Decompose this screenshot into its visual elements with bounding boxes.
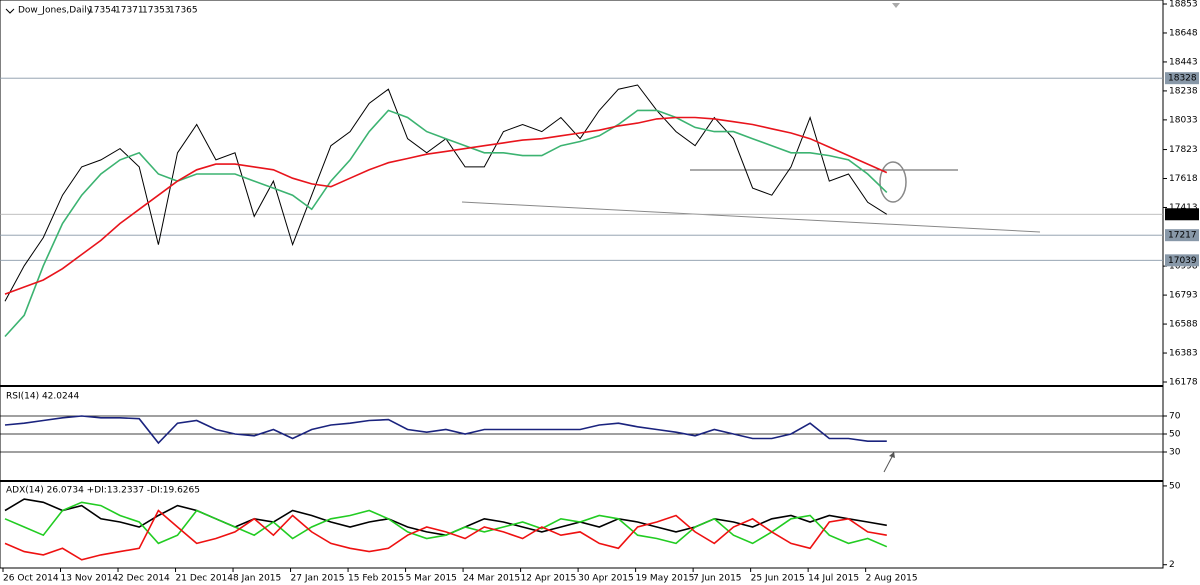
series-line: [4, 109, 888, 338]
low: 17353: [142, 6, 171, 16]
open: 17354: [88, 6, 117, 16]
x-tick-label: 14 Jul 2015: [808, 574, 859, 584]
y-tick-label: 17823: [1169, 145, 1198, 155]
y-tick-label: 16998: [1169, 262, 1198, 272]
level-label: 17039: [1168, 256, 1197, 266]
x-tick-label: 27 Jan 2015: [291, 574, 345, 584]
y-tick-label: 50: [1169, 430, 1181, 440]
y-tick-label: 70: [1169, 412, 1181, 422]
x-tick-label: 30 Apr 2015: [578, 574, 634, 584]
level-label: 18328: [1168, 74, 1197, 84]
x-tick-label: 5 Mar 2015: [406, 574, 457, 584]
level-box: [1165, 72, 1199, 85]
y-tick-label: 50: [1169, 481, 1181, 491]
high: 17371: [115, 6, 144, 16]
y-tick-label: 16588: [1169, 320, 1198, 330]
adx-title: ADX(14) 26.0734 +DI:13.2337 -DI:19.6265: [6, 486, 200, 496]
x-tick-label: 2 Dec 2014: [118, 574, 170, 584]
x-tick-label: 15 Feb 2015: [348, 574, 404, 584]
y-tick-label: 17413: [1169, 203, 1198, 213]
y-tick-label: 17618: [1169, 174, 1198, 184]
y-tick-label: 18033: [1169, 115, 1198, 125]
x-tick-label: 12 Apr 2015: [521, 574, 577, 584]
y-tick-label: 16178: [1169, 378, 1198, 388]
plot-frame: [0, 0, 1164, 569]
level-box: [1165, 229, 1199, 242]
x-tick-label: 2 Aug 2015: [866, 574, 918, 584]
level-label: 17217: [1168, 231, 1197, 241]
x-tick-label: 25 Jun 2015: [751, 574, 805, 584]
last-price-label: 17365: [1168, 210, 1197, 220]
x-tick-label: 21 Dec 2014: [176, 574, 234, 584]
close: 17365: [169, 6, 198, 16]
series-line: [4, 509, 887, 561]
series-line: [4, 501, 888, 548]
y-tick-label: 18443: [1169, 57, 1198, 67]
x-tick-label: 24 Mar 2015: [463, 574, 520, 584]
y-tick-label: 18238: [1169, 86, 1198, 96]
chart-icon: [5, 8, 15, 14]
x-tick-label: 8 Jan 2015: [233, 574, 281, 584]
symbol: Dow_Jones,Daily: [18, 6, 93, 16]
x-tick-label: 13 Nov 2014: [61, 574, 119, 584]
series-line: [4, 116, 888, 295]
x-tick-label: 19 May 2015: [636, 574, 695, 584]
y-tick-label: 18648: [1169, 28, 1198, 38]
x-tick-label: 26 Oct 2014: [3, 574, 59, 584]
series-line: [4, 415, 887, 445]
y-tick-label: 2: [1169, 560, 1175, 570]
arrow-head: [889, 452, 895, 458]
rsi-title: RSI(14) 42.0244: [6, 392, 79, 402]
y-tick-label: 16793: [1169, 291, 1198, 301]
shift-marker: [892, 3, 900, 8]
level-box: [1165, 254, 1199, 267]
trend-line: [461, 201, 1041, 233]
highlight-ellipse: [879, 161, 907, 203]
y-tick-label: 30: [1169, 448, 1181, 458]
y-tick-label: 18853: [1169, 0, 1198, 10]
x-tick-label: 7 Jun 2015: [693, 574, 741, 584]
last-price-box: [1165, 208, 1199, 221]
y-tick-label: 16383: [1169, 349, 1198, 359]
